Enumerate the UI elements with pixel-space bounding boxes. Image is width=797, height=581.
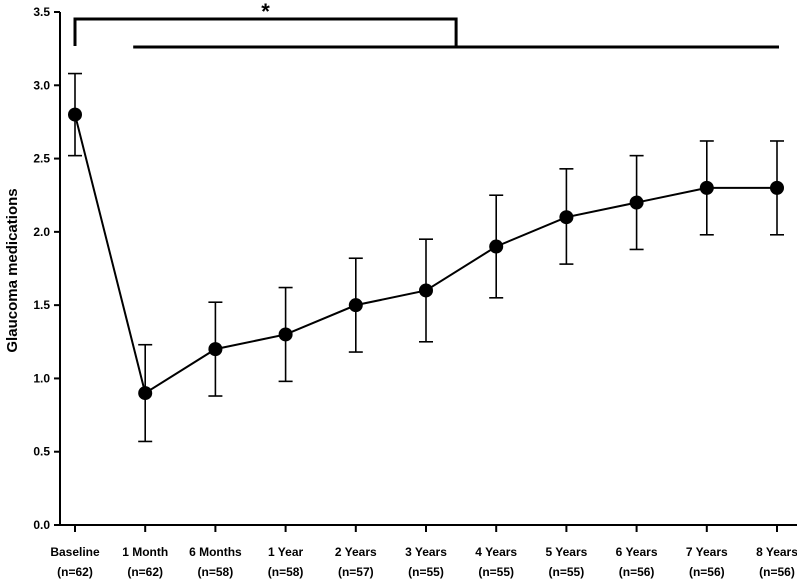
- x-tick-label: 5 Years: [545, 545, 587, 559]
- x-tick-label: Baseline: [50, 545, 100, 559]
- x-sample-size-label: (n=56): [689, 565, 725, 579]
- data-point: [770, 180, 784, 195]
- data-point: [278, 327, 293, 342]
- significance-brackets: [73, 17, 779, 49]
- x-tick-label: 2 Years: [335, 545, 377, 559]
- y-tick-label: 1.0: [33, 371, 50, 385]
- x-sample-size-label: (n=56): [759, 565, 795, 579]
- y-axis-title: Glaucoma medications: [4, 188, 21, 352]
- data-series: [68, 72, 784, 443]
- data-point: [138, 386, 153, 401]
- data-point: [348, 298, 363, 313]
- x-sample-size-label: (n=62): [57, 565, 93, 579]
- x-tick-label: 8 Years: [756, 545, 797, 559]
- data-point: [208, 342, 223, 357]
- x-tick-label: 3 Years: [405, 545, 447, 559]
- y-tick-label: 2.5: [33, 152, 50, 166]
- chart-labels: 0.0 0.5 1.0 1.5 2.0 2.5 3.0 3.5 Baseline (n=62) 1 …: [4, 0, 797, 579]
- data-point: [559, 210, 574, 225]
- x-sample-size-label: (n=57): [338, 565, 374, 579]
- y-tick-label: 0.5: [33, 445, 50, 459]
- x-tick-label: 6 Months: [189, 545, 242, 559]
- x-sample-size-label: (n=55): [478, 565, 514, 579]
- x-sample-size-label: (n=56): [619, 565, 655, 579]
- data-point: [629, 195, 644, 210]
- x-sample-size-label: (n=55): [408, 565, 444, 579]
- x-sample-size-label: (n=58): [198, 565, 234, 579]
- y-tick-label: 3.5: [33, 5, 50, 19]
- significance-bracket: [73, 17, 458, 47]
- data-point: [699, 180, 714, 195]
- data-point: [68, 107, 82, 122]
- significance-label: *: [261, 0, 270, 24]
- y-tick-label: 2.0: [33, 225, 50, 239]
- x-sample-size-label: (n=55): [549, 565, 585, 579]
- data-point: [489, 239, 504, 254]
- x-tick-label: 1 Month: [122, 545, 168, 559]
- x-sample-size-label: (n=62): [127, 565, 163, 579]
- x-tick-label: 7 Years: [686, 545, 728, 559]
- y-tick-label: 1.5: [33, 298, 50, 312]
- x-tick-label: 6 Years: [616, 545, 658, 559]
- x-tick-label: 4 Years: [475, 545, 517, 559]
- y-tick-label: 3.0: [33, 78, 50, 92]
- data-point: [419, 283, 433, 298]
- x-sample-size-label: (n=58): [268, 565, 304, 579]
- chart-axes: [54, 11, 797, 532]
- x-tick-label: 1 Year: [268, 545, 303, 559]
- y-tick-label: 0.0: [33, 518, 50, 532]
